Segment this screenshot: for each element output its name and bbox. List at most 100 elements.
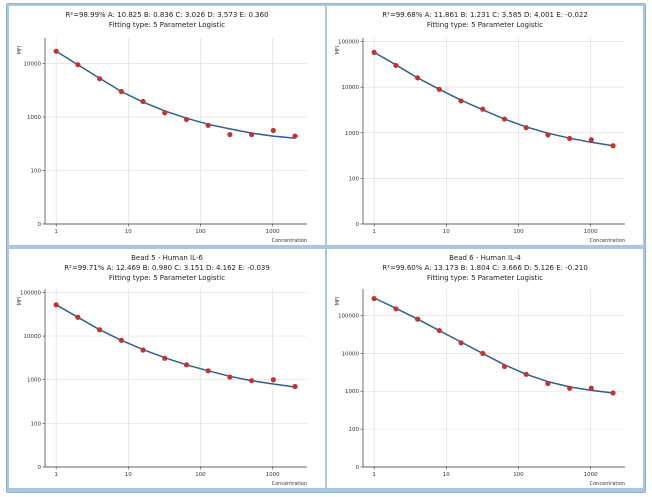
data-point (415, 316, 421, 322)
x-axis-label: Concentration (590, 481, 625, 487)
data-point (53, 302, 59, 308)
x-tick-label: 1 (54, 472, 58, 478)
data-point (75, 314, 81, 320)
data-point (523, 371, 529, 377)
data-point (75, 62, 81, 68)
x-tick-label: 1000 (266, 229, 280, 235)
chart-fitting-type: Fitting type: 5 Parameter Logistic (427, 274, 543, 282)
data-point (140, 347, 146, 353)
data-point (97, 327, 103, 333)
chart-panel-2: R²=99.68% A: 11.861 B: 1.231 C: 3.585 D:… (327, 6, 643, 245)
chart-fit-parameters: R²=99.60% A: 13.173 B: 1.804 C: 3.666 D:… (382, 264, 588, 272)
data-point (292, 383, 298, 390)
x-tick-label: 10 (125, 229, 132, 235)
data-point (567, 385, 573, 391)
y-axis-label: MFI (17, 46, 23, 55)
data-point (458, 98, 464, 104)
x-tick-label: 1000 (584, 229, 598, 235)
chart-svg-1: R²=98.99% A: 10.825 B: 0.836 C: 3.026 D:… (17, 11, 307, 244)
y-tick-label: 1000 (27, 115, 41, 121)
x-tick-label: 100 (513, 472, 524, 478)
chart-fitting-type: Fitting type: 5 Parameter Logistic (109, 21, 225, 29)
y-tick-label: 0 (38, 222, 42, 228)
data-point (393, 306, 399, 312)
x-axis-label: Concentration (272, 481, 307, 487)
data-point (183, 116, 190, 123)
y-tick-label: 100 (349, 427, 360, 433)
y-tick-label: 1000 (345, 389, 359, 395)
x-tick-label: 1 (54, 229, 58, 235)
data-point (227, 374, 233, 380)
y-tick-label: 1000 (345, 131, 359, 137)
y-tick-label: 10000 (24, 334, 42, 340)
chart-fitting-type: Fitting type: 5 Parameter Logistic (109, 274, 225, 282)
data-point (480, 350, 486, 356)
y-tick-label: 10000 (342, 85, 360, 91)
y-tick-label: 100 (31, 421, 42, 427)
data-point (249, 131, 255, 138)
y-tick-label: 0 (356, 465, 360, 471)
y-axis-label: MFI (17, 297, 23, 306)
y-tick-label: 10000 (24, 62, 42, 68)
data-point (270, 127, 276, 134)
data-point (162, 110, 168, 116)
chart-panel-1: R²=98.99% A: 10.825 B: 0.836 C: 3.026 D:… (9, 6, 325, 245)
x-tick-label: 100 (195, 229, 206, 235)
data-point (610, 143, 616, 149)
x-axis-label: Concentration (272, 238, 307, 244)
chart-svg-bead5-il6: Bead 5 - Human IL-6 R²=99.71% A: 12.469 B… (17, 254, 307, 487)
y-tick-label: 100 (349, 176, 360, 182)
fit-curve (373, 51, 614, 147)
chart-title: Bead 6 - Human IL-4 (449, 254, 521, 262)
y-tick-label: 100000 (20, 290, 41, 296)
data-point (183, 362, 190, 368)
y-tick-label: 1000 (27, 378, 41, 384)
data-point (205, 122, 211, 128)
data-point (567, 135, 573, 142)
y-tick-label: 100000 (338, 313, 359, 319)
x-tick-label: 10 (443, 229, 450, 235)
chart-panel-bead6-il4: Bead 6 - Human IL-4 R²=99.60% A: 13.173 B… (327, 249, 643, 488)
data-point (118, 88, 124, 95)
data-point (501, 116, 508, 122)
x-tick-label: 100 (195, 472, 206, 478)
data-point (118, 337, 124, 343)
y-tick-label: 100000 (338, 40, 359, 46)
y-tick-label: 0 (38, 465, 42, 471)
data-point (205, 368, 211, 374)
x-tick-label: 100 (513, 229, 524, 235)
data-point (371, 49, 377, 55)
x-tick-label: 1 (372, 472, 376, 478)
data-point (249, 378, 255, 384)
data-point (292, 133, 298, 139)
data-point (588, 137, 594, 143)
data-point (162, 355, 168, 361)
fit-curve (55, 50, 296, 140)
data-point (53, 48, 59, 54)
data-point (545, 132, 551, 138)
chart-title: Bead 5 - Human IL-6 (131, 254, 203, 262)
data-point (523, 125, 529, 131)
data-point (480, 106, 486, 112)
y-tick-label: 10000 (342, 351, 360, 357)
chart-panel-bead5-il6: Bead 5 - Human IL-6 R²=99.71% A: 12.469 B… (9, 249, 325, 488)
fit-curve (55, 304, 296, 388)
data-point (588, 385, 594, 391)
data-point (227, 131, 233, 138)
x-tick-label: 10 (443, 472, 450, 478)
data-point (371, 295, 377, 302)
y-tick-label: 0 (356, 222, 360, 228)
data-point (458, 340, 464, 346)
y-axis-label: MFI (335, 46, 341, 55)
x-tick-label: 10 (125, 472, 132, 478)
x-tick-label: 1000 (584, 472, 598, 478)
data-point (436, 327, 442, 334)
data-point (97, 76, 103, 82)
chart-grid-frame: R²=98.99% A: 10.825 B: 0.836 C: 3.026 D:… (6, 3, 646, 493)
x-tick-label: 1000 (266, 472, 280, 478)
fit-curve (373, 297, 614, 394)
chart-fit-parameters: R²=98.99% A: 10.825 B: 0.836 C: 3.026 D:… (65, 11, 268, 19)
chart-fit-parameters: R²=99.71% A: 12.469 B: 0.980 C: 3.151 D:… (64, 264, 270, 272)
data-point (140, 98, 146, 105)
data-point (393, 62, 399, 69)
